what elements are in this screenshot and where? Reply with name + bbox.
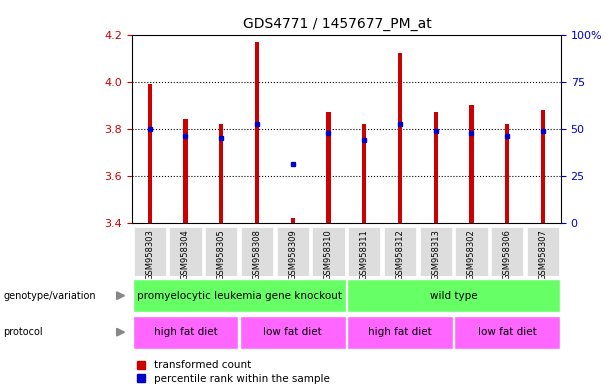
FancyBboxPatch shape [420,227,452,276]
Bar [255,41,259,223]
Text: wild type: wild type [430,291,478,301]
FancyBboxPatch shape [347,316,453,349]
Text: high fat diet: high fat diet [368,327,432,337]
Bar [326,112,330,223]
Text: GSM958305: GSM958305 [216,229,226,280]
Bar [398,53,402,223]
FancyBboxPatch shape [348,227,380,276]
Text: promyelocytic leukemia gene knockout: promyelocytic leukemia gene knockout [137,291,341,301]
Legend: transformed count, percentile rank within the sample: transformed count, percentile rank withi… [137,361,330,384]
Text: low fat diet: low fat diet [478,327,536,337]
Text: GSM958306: GSM958306 [503,229,512,280]
Bar [470,105,474,223]
Text: GSM958303: GSM958303 [145,229,154,280]
Text: GDS4771 / 1457677_PM_at: GDS4771 / 1457677_PM_at [243,17,432,31]
Bar [219,124,223,223]
FancyBboxPatch shape [384,227,416,276]
Text: protocol: protocol [3,327,43,337]
FancyBboxPatch shape [134,227,166,276]
Text: GSM958311: GSM958311 [360,229,369,280]
Text: GSM958304: GSM958304 [181,229,190,280]
Bar [148,84,152,223]
Bar [291,218,295,223]
FancyBboxPatch shape [240,316,346,349]
FancyBboxPatch shape [241,227,273,276]
FancyBboxPatch shape [276,227,309,276]
FancyBboxPatch shape [455,227,487,276]
FancyBboxPatch shape [527,227,559,276]
FancyBboxPatch shape [132,279,346,312]
FancyBboxPatch shape [169,227,202,276]
FancyBboxPatch shape [491,227,524,276]
FancyBboxPatch shape [132,316,238,349]
Text: GSM958309: GSM958309 [288,229,297,280]
Text: low fat diet: low fat diet [264,327,322,337]
Bar [541,110,545,223]
Text: GSM958308: GSM958308 [253,229,262,280]
FancyBboxPatch shape [454,316,560,349]
Text: GSM958310: GSM958310 [324,229,333,280]
Text: GSM958302: GSM958302 [467,229,476,280]
Bar [433,112,438,223]
Bar [183,119,188,223]
Text: GSM958307: GSM958307 [538,229,547,280]
FancyBboxPatch shape [347,279,560,312]
Text: GSM958313: GSM958313 [431,229,440,280]
Text: GSM958312: GSM958312 [395,229,405,280]
FancyBboxPatch shape [313,227,345,276]
Text: genotype/variation: genotype/variation [3,291,96,301]
Text: high fat diet: high fat diet [154,327,217,337]
Bar [505,124,509,223]
FancyBboxPatch shape [205,227,237,276]
Bar [362,124,367,223]
